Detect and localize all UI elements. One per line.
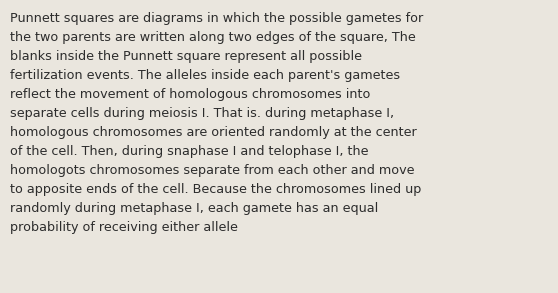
Text: Punnett squares are diagrams in which the possible gametes for
the two parents a: Punnett squares are diagrams in which th… [10,12,424,234]
